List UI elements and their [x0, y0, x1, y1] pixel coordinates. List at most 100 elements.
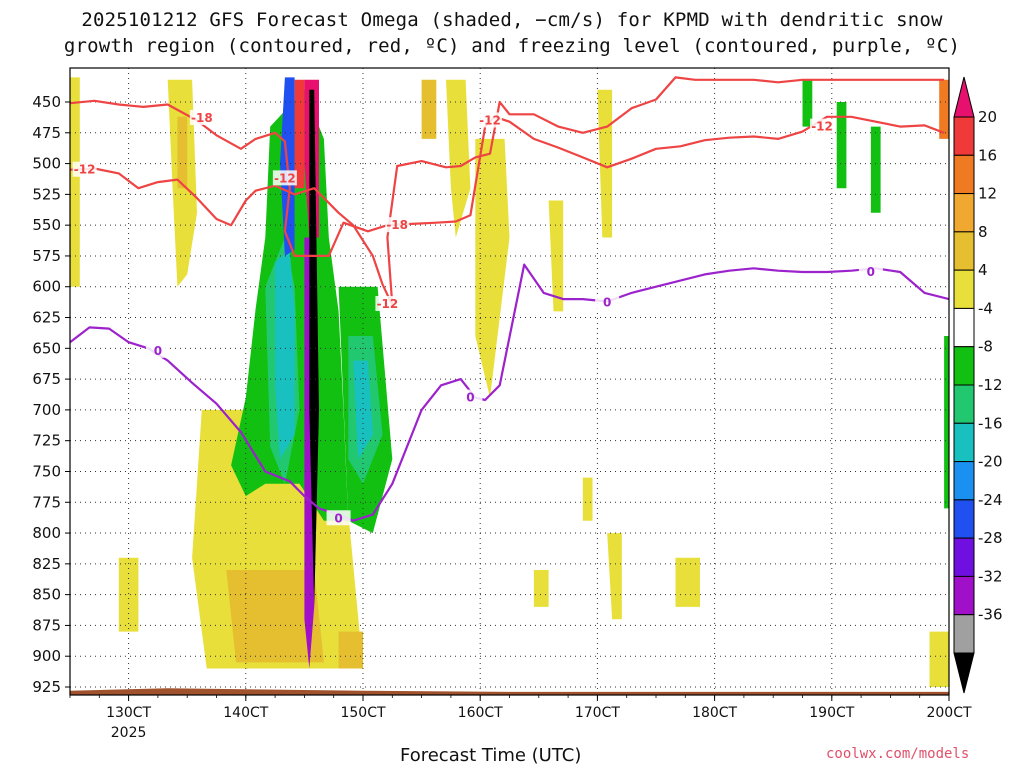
colorbar-swatch-14	[953, 614, 975, 654]
terrain-fill	[70, 688, 949, 695]
colorbar-swatch-7	[953, 346, 975, 386]
omega-region-30	[939, 79, 949, 139]
x-tick-label-190CT: 190CT	[809, 705, 854, 721]
contour-label-bg-4	[375, 295, 400, 311]
colorbar-swatch-9	[953, 422, 975, 463]
y-tick-label-625: 625	[32, 309, 61, 327]
chart-title-line-1: 2025101212 GFS Forecast Omega (shaded, −…	[81, 9, 943, 31]
contour-line-1	[70, 76, 945, 307]
contour-label-bg-8	[326, 510, 351, 526]
colorbar-label-1: 16	[978, 146, 997, 164]
colorbar-swatch-13	[953, 575, 975, 616]
contour-label-4: -12	[377, 297, 399, 311]
contour-label-bg-0	[189, 110, 214, 126]
omega-region-8	[275, 249, 295, 460]
colorbar-label-4: 4	[978, 261, 988, 279]
y-tick-label-675: 675	[32, 370, 61, 388]
colorbar-swatch-10	[953, 461, 975, 501]
x-tick-label-140CT: 140CT	[223, 705, 268, 721]
colorbar-swatch-6	[953, 307, 975, 348]
omega-region-32	[338, 631, 363, 669]
colorbar-bottom-arrow	[953, 652, 975, 694]
omega-region-31	[929, 631, 949, 687]
colorbar-label-8: -16	[978, 414, 1003, 432]
y-tick-label-450: 450	[32, 93, 61, 111]
x-tick-label-180CT: 180CT	[692, 705, 737, 721]
omega-region-0	[70, 77, 80, 287]
colorbar-swatch-12	[953, 537, 975, 577]
y-tick-label-600: 600	[32, 278, 61, 296]
y-tick-label-875: 875	[32, 616, 61, 634]
colorbar-label-6: -8	[978, 338, 993, 356]
colorbar-label-9: -20	[978, 453, 1003, 471]
colorbar-swatch-11	[953, 499, 975, 539]
x-tick-label-130CT: 130CT	[106, 705, 151, 721]
x-tick-label-160CT: 160CT	[458, 705, 503, 721]
y-tick-label-800: 800	[32, 524, 61, 542]
chart-title-line-2: growth region (contoured, red, ºC) and f…	[63, 35, 961, 57]
y-tick-label-475: 475	[32, 124, 61, 142]
colorbar-swatch-1	[953, 116, 975, 156]
y-tick-label-900: 900	[32, 647, 61, 665]
x-tick-label-170CT: 170CT	[575, 705, 620, 721]
omega-region-23	[582, 477, 593, 521]
colorbar-swatch-8	[953, 384, 975, 424]
x-tick-label-150CT: 150CT	[340, 705, 385, 721]
omega-region-26	[802, 79, 813, 127]
omega-region-25	[675, 557, 700, 607]
colorbar-label-3: 8	[978, 223, 988, 241]
y-tick-label-925: 925	[32, 678, 61, 696]
colorbar-swatch-3	[953, 193, 975, 233]
y-tick-label-550: 550	[32, 216, 61, 234]
y-tick-label-650: 650	[32, 339, 61, 357]
contour-label-bg-6	[810, 118, 835, 134]
contour-label-bg-1	[72, 161, 97, 177]
omega-region-22	[607, 533, 622, 620]
contour-label-9: 0	[466, 391, 474, 405]
contour-label-bg-5	[477, 112, 502, 128]
contour-label-2: -12	[274, 171, 296, 185]
y-tick-label-850: 850	[32, 586, 61, 604]
contour-label-8: 0	[334, 511, 342, 525]
omega-region-2	[177, 116, 188, 189]
omega-region-19	[475, 138, 510, 398]
contour-label-5: -12	[479, 113, 501, 127]
omega-region-5	[118, 557, 139, 632]
omega-region-4	[226, 570, 324, 663]
contour-line-0	[70, 99, 945, 257]
contour-label-3: -18	[386, 218, 408, 232]
y-axis: 450 475 500 525 550 575 600 625 650 675 700 725 750 7…	[32, 93, 70, 696]
contour-label-1: -12	[74, 163, 96, 177]
colorbar: 20 16 12 8 4 -4 -8 -12 -16 -20 -24 -28 -32 -36	[953, 76, 1003, 694]
omega-region-18	[421, 79, 437, 139]
colorbar-label-13: -36	[978, 606, 1003, 624]
colorbar-label-11: -28	[978, 529, 1003, 547]
colorbar-swatch-2	[953, 154, 975, 195]
contour-label-10: 0	[603, 296, 611, 310]
y-tick-label-500: 500	[32, 155, 61, 173]
colorbar-label-10: -24	[978, 491, 1003, 509]
x-tick-label-200CT: 200CT	[926, 705, 971, 721]
y-tick-label-725: 725	[32, 432, 61, 450]
contour-label-7: 0	[154, 344, 162, 358]
contour-lines: -18 -12 -12 -18 -12 -12 -12 0 0 0 0 0	[70, 76, 949, 526]
colorbar-label-2: 12	[978, 185, 997, 203]
omega-region-17	[446, 79, 471, 238]
omega-region-16	[309, 89, 319, 607]
y-tick-label-575: 575	[32, 247, 61, 265]
y-tick-label-775: 775	[32, 493, 61, 511]
x-year-label: 2025	[111, 725, 147, 741]
colorbar-label-7: -12	[978, 376, 1003, 394]
colorbar-top-arrow	[953, 76, 975, 118]
contour-label-bg-2	[272, 170, 297, 186]
x-axis: 130CT 140CT 150CT 160CT 170CT 180CT 190CT 200CT…	[69, 695, 972, 741]
omega-region-28	[870, 126, 881, 213]
y-tick-label-700: 700	[32, 401, 61, 419]
colorbar-label-5: -4	[978, 299, 993, 317]
contour-label-bg-11	[858, 263, 883, 279]
omega-region-29	[944, 336, 949, 509]
omega-region-14	[294, 79, 305, 189]
credit-link[interactable]: coolwx.com/models	[826, 746, 970, 762]
y-tick-label-825: 825	[32, 555, 61, 573]
